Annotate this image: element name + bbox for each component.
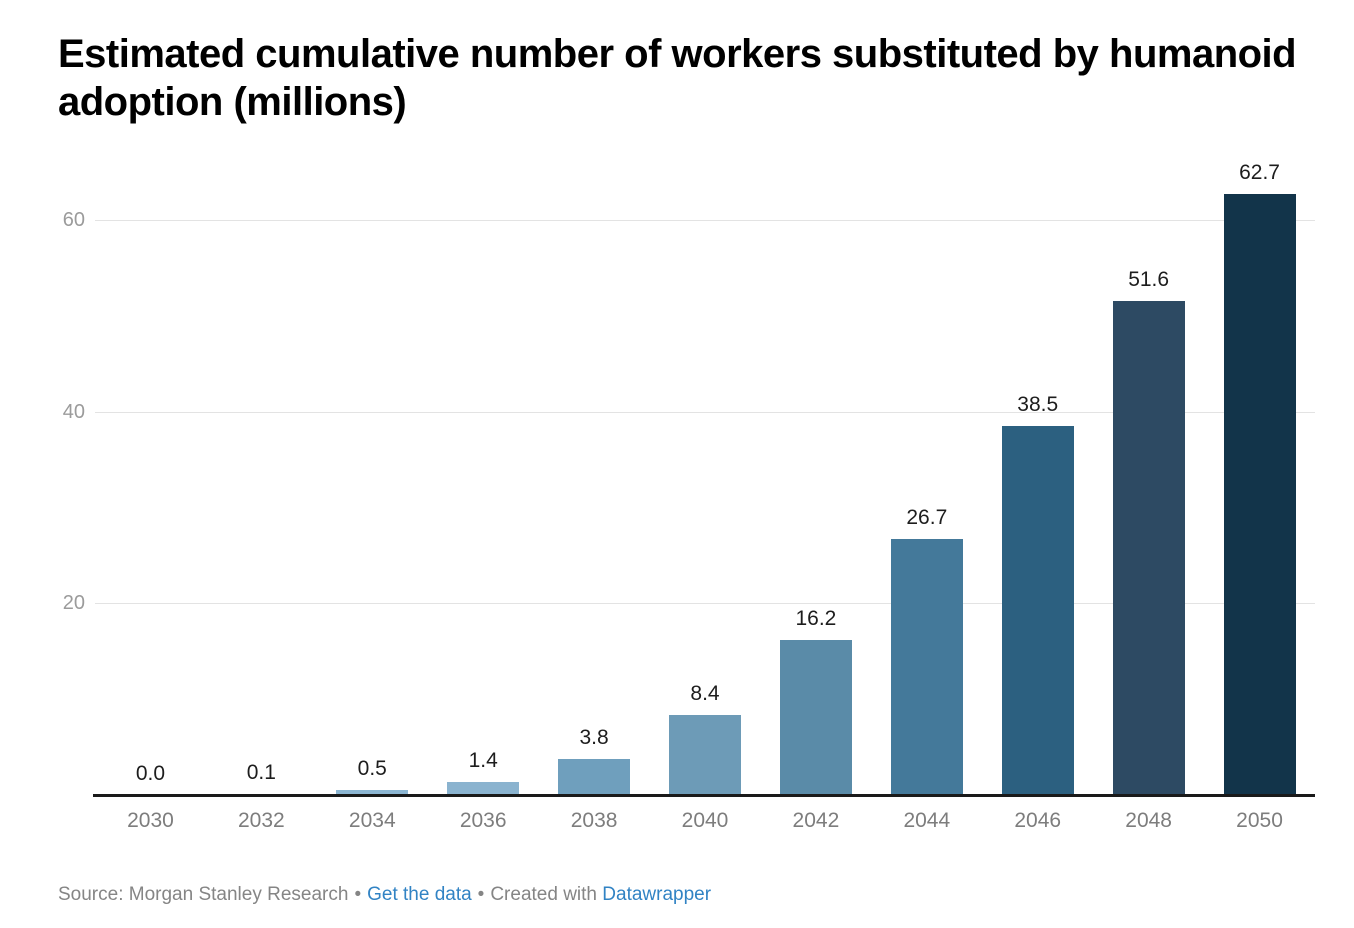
bar-value-label: 26.7 [906, 506, 948, 530]
bar [779, 639, 852, 795]
x-axis-label: 2040 [681, 809, 729, 832]
y-axis-tick-label: 20 [62, 592, 85, 615]
bar [336, 790, 409, 795]
x-axis-label: 2034 [348, 809, 396, 832]
x-axis-label: 2050 [1236, 809, 1283, 832]
bar-value-label: 3.8 [579, 725, 609, 749]
bar-value-label: 8.4 [690, 681, 720, 705]
bar-value-label: 0.0 [135, 762, 166, 785]
bar-value-label: 16.2 [795, 606, 837, 630]
x-axis-label: 2042 [792, 809, 840, 832]
bar [447, 781, 520, 795]
gridline [95, 603, 1315, 605]
bar [558, 758, 631, 795]
bar-value-label: 0.5 [357, 757, 387, 781]
source-text: Source: Morgan Stanley Research [58, 884, 349, 905]
footer-separator: • [477, 884, 485, 905]
get-the-data-link[interactable]: Get the data [367, 884, 472, 905]
bar [669, 714, 741, 795]
created-with-text: Created with [490, 884, 597, 905]
gridline [95, 411, 1315, 413]
footer-separator: • [354, 884, 362, 905]
bar [1001, 426, 1074, 795]
bar-value-label: 62.7 [1239, 161, 1280, 185]
x-axis-label: 2032 [238, 809, 285, 832]
y-axis-tick-label: 60 [62, 209, 85, 231]
bar-value-label: 0.1 [246, 761, 276, 785]
x-axis-label: 2048 [1125, 809, 1172, 832]
x-axis-label: 2030 [127, 809, 174, 832]
gridline [95, 220, 1315, 221]
x-axis-label: 2044 [903, 809, 951, 832]
datawrapper-link[interactable]: Datawrapper [602, 884, 712, 905]
x-axis-line [93, 794, 1315, 797]
x-axis-label: 2038 [570, 809, 618, 832]
bar-value-label: 1.4 [468, 748, 498, 772]
y-axis-tick-label: 40 [62, 400, 85, 423]
chart-title: Estimated cumulative number of workers s… [58, 32, 1297, 124]
bar [890, 539, 963, 795]
bar-value-label: 38.5 [1017, 393, 1059, 417]
bar [1223, 194, 1296, 795]
x-axis-label: 2036 [459, 809, 507, 832]
x-axis-label: 2046 [1014, 809, 1062, 832]
bar [1112, 300, 1185, 795]
bar-value-label: 51.6 [1128, 267, 1170, 291]
chart-footer: Source: Morgan Stanley Research • Get the … [58, 884, 711, 906]
